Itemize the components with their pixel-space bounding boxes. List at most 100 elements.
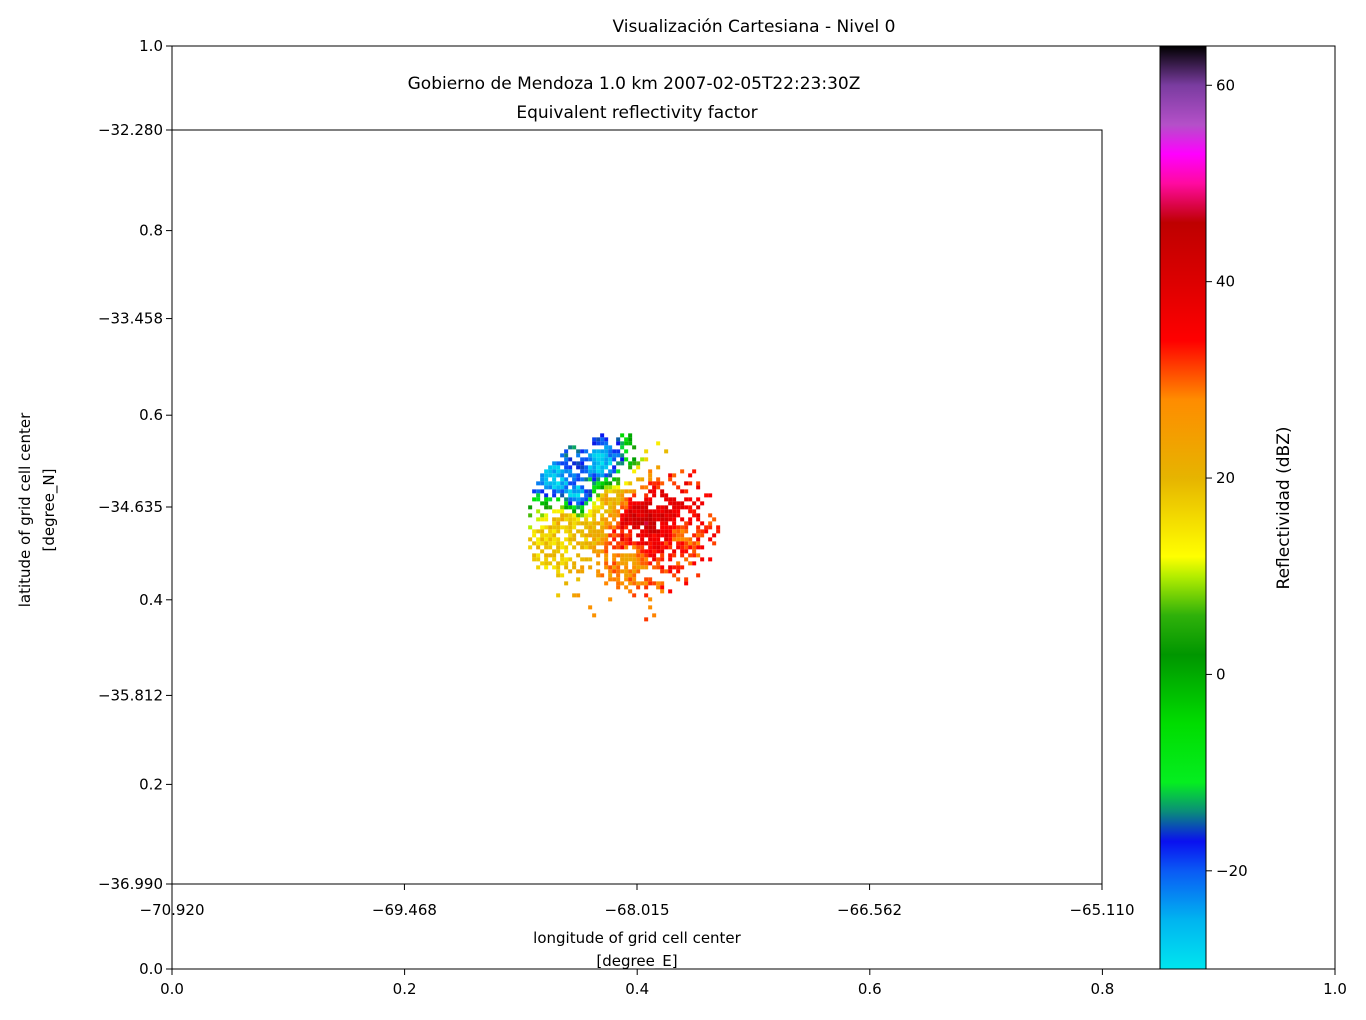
reflectivity-cell	[680, 533, 685, 538]
reflectivity-cell	[552, 473, 557, 478]
reflectivity-cell	[540, 517, 545, 522]
reflectivity-cell	[560, 493, 565, 498]
reflectivity-cell	[672, 521, 677, 526]
reflectivity-cell	[648, 581, 653, 586]
reflectivity-cell	[632, 565, 637, 570]
reflectivity-cell	[588, 525, 593, 530]
reflectivity-cell	[576, 473, 581, 478]
reflectivity-cell	[636, 465, 641, 470]
reflectivity-cell	[644, 513, 649, 518]
reflectivity-cell	[688, 509, 693, 514]
reflectivity-cell	[644, 505, 649, 510]
reflectivity-cell	[568, 533, 573, 538]
reflectivity-cell	[580, 449, 585, 454]
reflectivity-cell	[548, 533, 553, 538]
reflectivity-cell	[668, 513, 673, 518]
reflectivity-cell	[656, 465, 661, 470]
reflectivity-cell	[548, 541, 553, 546]
reflectivity-cell	[596, 457, 601, 462]
reflectivity-cell	[560, 561, 565, 566]
reflectivity-cell	[636, 525, 641, 530]
reflectivity-cell	[620, 525, 625, 530]
reflectivity-cell	[696, 533, 701, 538]
reflectivity-cell	[660, 481, 665, 486]
reflectivity-cell	[612, 489, 617, 494]
reflectivity-cell	[540, 537, 545, 542]
reflectivity-cell	[628, 489, 633, 494]
reflectivity-cell	[584, 469, 589, 474]
reflectivity-cell	[560, 545, 565, 550]
reflectivity-cell	[648, 605, 653, 610]
colorbar-tick-label: 20	[1216, 469, 1235, 487]
reflectivity-cell	[672, 533, 677, 538]
reflectivity-cell	[660, 553, 665, 558]
reflectivity-cell	[612, 497, 617, 502]
reflectivity-cell	[676, 501, 681, 506]
reflectivity-cell	[672, 473, 677, 478]
reflectivity-cell	[608, 485, 613, 490]
reflectivity-cell	[692, 545, 697, 550]
reflectivity-cell	[604, 497, 609, 502]
reflectivity-cell	[616, 497, 621, 502]
reflectivity-cell	[552, 557, 557, 562]
colorbar-fill	[1160, 46, 1206, 969]
reflectivity-cell	[612, 501, 617, 506]
reflectivity-cell	[600, 473, 605, 478]
reflectivity-cell	[644, 549, 649, 554]
reflectivity-cell	[692, 501, 697, 506]
map-x-tick-label: −68.015	[604, 901, 669, 919]
reflectivity-cell	[664, 521, 669, 526]
reflectivity-cell	[668, 517, 673, 522]
reflectivity-cell	[628, 529, 633, 534]
reflectivity-cell	[624, 501, 629, 506]
reflectivity-cell	[564, 565, 569, 570]
reflectivity-cell	[548, 469, 553, 474]
reflectivity-cell	[628, 509, 633, 514]
reflectivity-cell	[656, 561, 661, 566]
reflectivity-cell	[664, 569, 669, 574]
reflectivity-cell	[568, 569, 573, 574]
reflectivity-cell	[648, 529, 653, 534]
reflectivity-cell	[648, 521, 653, 526]
reflectivity-cell	[640, 529, 645, 534]
reflectivity-cell	[688, 553, 693, 558]
reflectivity-cell	[600, 537, 605, 542]
reflectivity-cell	[644, 529, 649, 534]
reflectivity-cell	[604, 465, 609, 470]
reflectivity-cell	[576, 553, 581, 558]
reflectivity-cell	[620, 513, 625, 518]
reflectivity-cell	[676, 509, 681, 514]
reflectivity-cell	[572, 477, 577, 482]
reflectivity-cell	[620, 553, 625, 558]
map-y-axis-label: latitude of grid cell center	[16, 412, 34, 607]
reflectivity-cell	[644, 561, 649, 566]
reflectivity-cell	[628, 437, 633, 442]
reflectivity-cell	[664, 509, 669, 514]
reflectivity-cell	[592, 505, 597, 510]
reflectivity-cell	[716, 529, 721, 534]
reflectivity-cell	[612, 449, 617, 454]
reflectivity-cell	[708, 521, 713, 526]
reflectivity-cell	[552, 465, 557, 470]
reflectivity-cell	[676, 561, 681, 566]
reflectivity-cell	[568, 505, 573, 510]
reflectivity-cell	[700, 533, 705, 538]
reflectivity-cell	[604, 521, 609, 526]
reflectivity-cell	[632, 577, 637, 582]
reflectivity-cell	[648, 501, 653, 506]
reflectivity-cell	[592, 537, 597, 542]
reflectivity-cell	[612, 557, 617, 562]
reflectivity-cell	[536, 545, 541, 550]
map-x-tick-label: −69.468	[372, 901, 437, 919]
reflectivity-cell	[612, 569, 617, 574]
reflectivity-cell	[608, 501, 613, 506]
reflectivity-cell	[572, 533, 577, 538]
reflectivity-cell	[640, 537, 645, 542]
reflectivity-cell	[624, 545, 629, 550]
reflectivity-cell	[624, 573, 629, 578]
reflectivity-cell	[580, 457, 585, 462]
reflectivity-cell	[628, 497, 633, 502]
reflectivity-cell	[564, 497, 569, 502]
reflectivity-cell	[612, 509, 617, 514]
reflectivity-cell	[648, 537, 653, 542]
